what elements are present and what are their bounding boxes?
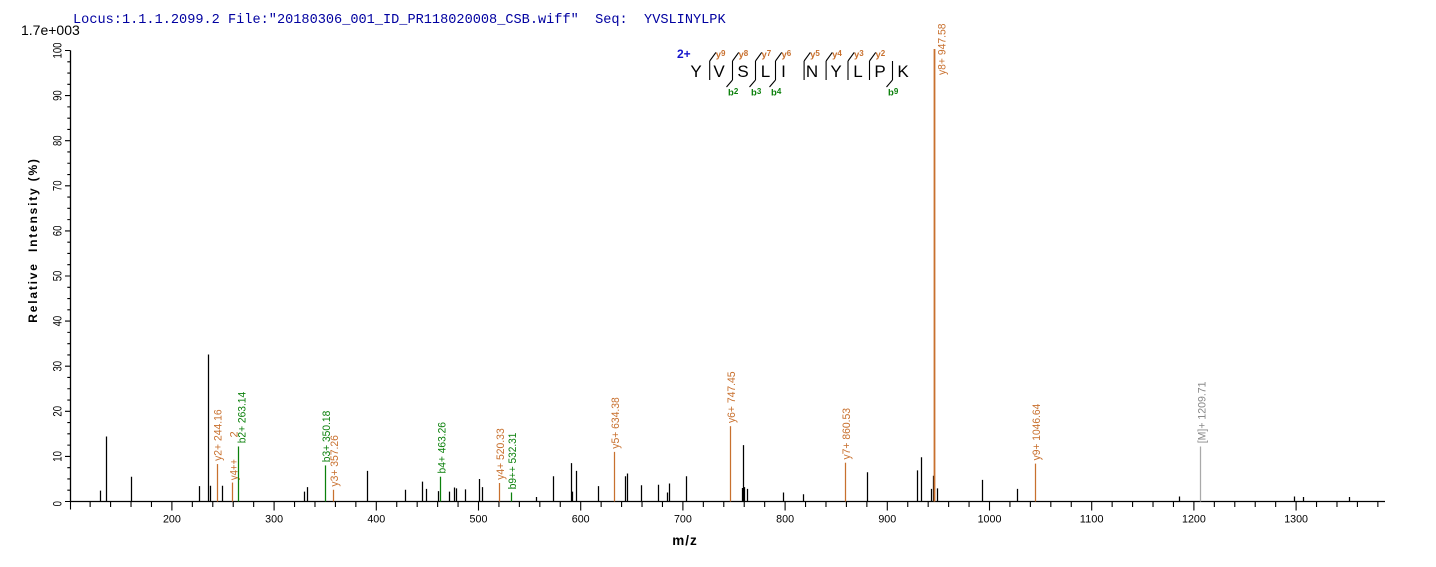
svg-text:500: 500 <box>470 514 488 526</box>
svg-text:[M]+ 1209.71: [M]+ 1209.71 <box>1197 382 1209 444</box>
svg-text:Y: Y <box>830 62 841 81</box>
svg-text:y3+ 357.26: y3+ 357.26 <box>329 435 341 487</box>
svg-text:b9++ 532.31: b9++ 532.31 <box>507 433 519 490</box>
svg-text:Relative Intensity (%): Relative Intensity (%) <box>26 157 40 322</box>
svg-text:L: L <box>853 62 862 81</box>
svg-text:b4+ 463.26: b4+ 463.26 <box>437 422 449 474</box>
svg-text:900: 900 <box>878 514 896 526</box>
svg-text:m/z: m/z <box>672 533 698 548</box>
svg-text:300: 300 <box>265 514 283 526</box>
svg-text:y8: y8 <box>739 49 749 61</box>
svg-text:y9: y9 <box>716 49 726 61</box>
svg-text:2+: 2+ <box>677 47 691 61</box>
svg-text:S: S <box>737 62 748 81</box>
svg-text:y9+ 1046.64: y9+ 1046.64 <box>1031 404 1043 461</box>
svg-text:10: 10 <box>51 451 65 462</box>
svg-text:40: 40 <box>51 316 65 327</box>
svg-text:y4++: y4++ <box>229 459 241 480</box>
svg-text:Y: Y <box>690 62 701 81</box>
svg-text:1.7e+003: 1.7e+003 <box>21 22 80 38</box>
svg-text:600: 600 <box>572 514 590 526</box>
svg-text:y8+ 947.58: y8+ 947.58 <box>937 24 949 76</box>
svg-text:y5: y5 <box>810 49 820 61</box>
svg-text:2: 2 <box>229 431 241 437</box>
svg-text:1300: 1300 <box>1284 514 1308 526</box>
svg-text:y6+ 747.45: y6+ 747.45 <box>726 372 738 424</box>
svg-text:Locus:1.1.1.2099.2 File:"20180: Locus:1.1.1.2099.2 File:"20180306_001_ID… <box>73 13 726 28</box>
svg-text:I: I <box>781 62 786 81</box>
svg-text:N: N <box>806 62 818 81</box>
svg-text:1200: 1200 <box>1182 514 1206 526</box>
svg-text:P: P <box>874 62 885 81</box>
svg-text:y6: y6 <box>782 49 792 61</box>
svg-text:70: 70 <box>51 180 65 191</box>
svg-text:800: 800 <box>776 514 794 526</box>
svg-text:y7: y7 <box>762 49 772 61</box>
svg-text:20: 20 <box>51 406 65 417</box>
svg-text:b4: b4 <box>771 87 782 99</box>
svg-text:y4+ 520.33: y4+ 520.33 <box>495 428 507 480</box>
svg-text:V: V <box>713 62 725 81</box>
svg-text:90: 90 <box>51 90 65 101</box>
svg-text:y5+ 634.38: y5+ 634.38 <box>610 397 622 449</box>
svg-text:y2: y2 <box>876 49 886 61</box>
svg-text:100: 100 <box>51 42 65 58</box>
svg-text:y7+ 860.53: y7+ 860.53 <box>841 408 853 460</box>
svg-text:b3: b3 <box>751 87 762 99</box>
svg-text:y4: y4 <box>832 49 842 61</box>
svg-text:80: 80 <box>51 135 65 146</box>
svg-text:y2+ 244.16: y2+ 244.16 <box>213 409 225 461</box>
svg-text:30: 30 <box>51 361 65 372</box>
svg-text:0: 0 <box>51 501 65 507</box>
svg-text:1100: 1100 <box>1080 514 1104 526</box>
svg-text:K: K <box>897 62 909 81</box>
svg-text:b2+ 263.14: b2+ 263.14 <box>237 392 249 444</box>
svg-text:700: 700 <box>674 514 692 526</box>
svg-text:200: 200 <box>163 514 181 526</box>
svg-text:b3+ 350.18: b3+ 350.18 <box>321 411 333 463</box>
svg-text:1000: 1000 <box>978 514 1002 526</box>
svg-text:60: 60 <box>51 225 65 236</box>
svg-text:b9: b9 <box>888 87 899 99</box>
svg-text:y3: y3 <box>854 49 864 61</box>
svg-text:50: 50 <box>51 270 65 281</box>
svg-text:L: L <box>761 62 770 81</box>
svg-text:400: 400 <box>367 514 385 526</box>
svg-text:b2: b2 <box>728 87 739 99</box>
